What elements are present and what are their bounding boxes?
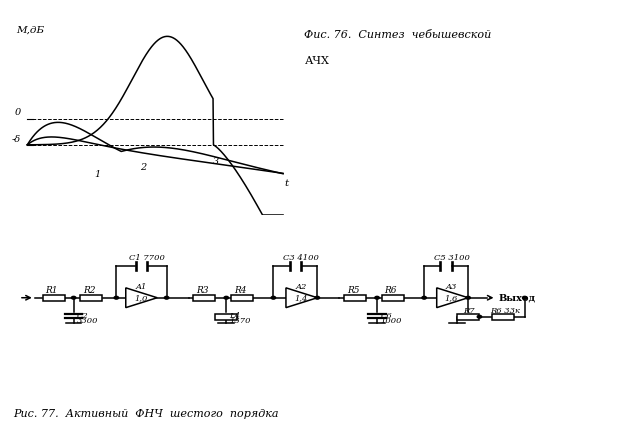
Polygon shape bbox=[126, 288, 157, 307]
Bar bbox=[457, 313, 479, 320]
Text: 0: 0 bbox=[14, 108, 21, 117]
Polygon shape bbox=[437, 288, 468, 307]
Circle shape bbox=[522, 296, 527, 299]
Text: C6: C6 bbox=[380, 311, 392, 319]
Circle shape bbox=[164, 296, 169, 299]
Text: 3300: 3300 bbox=[77, 317, 98, 326]
Bar bbox=[215, 313, 237, 320]
Text: R4: R4 bbox=[234, 286, 246, 295]
Text: C5 3100: C5 3100 bbox=[433, 254, 469, 262]
Circle shape bbox=[271, 296, 276, 299]
Text: Рис. 77.  Активный  ФНЧ  шестого  порядка: Рис. 77. Активный ФНЧ шестого порядка bbox=[13, 409, 278, 419]
Text: 3: 3 bbox=[213, 157, 219, 166]
Text: L4: L4 bbox=[229, 311, 240, 319]
Text: A2: A2 bbox=[296, 283, 307, 291]
Text: A3: A3 bbox=[446, 283, 458, 291]
Text: R1: R1 bbox=[46, 286, 58, 295]
Circle shape bbox=[71, 296, 76, 299]
Text: 1370: 1370 bbox=[229, 316, 251, 325]
Text: 1000: 1000 bbox=[380, 316, 402, 325]
Bar bbox=[344, 295, 366, 301]
Text: Выход: Выход bbox=[498, 293, 535, 302]
Bar bbox=[382, 295, 404, 301]
Text: t: t bbox=[285, 178, 288, 187]
Bar bbox=[80, 295, 102, 301]
Text: 1,4: 1,4 bbox=[294, 294, 308, 302]
Text: Фис. 76.  Синтез  чебышевской: Фис. 76. Синтез чебышевской bbox=[304, 30, 492, 40]
Text: R6 33к: R6 33к bbox=[490, 307, 520, 315]
Text: R7: R7 bbox=[463, 307, 475, 315]
Text: М,дБ: М,дБ bbox=[17, 26, 45, 35]
Text: R5: R5 bbox=[347, 286, 360, 295]
Text: C2: C2 bbox=[77, 312, 88, 320]
Text: 1,0: 1,0 bbox=[134, 294, 147, 302]
Text: A1: A1 bbox=[135, 283, 147, 291]
Text: R3: R3 bbox=[196, 286, 208, 295]
Text: R2: R2 bbox=[83, 286, 96, 295]
Text: 2: 2 bbox=[140, 163, 147, 172]
Circle shape bbox=[466, 296, 470, 299]
Text: -δ: -δ bbox=[12, 135, 21, 144]
Circle shape bbox=[478, 315, 481, 318]
Text: R6: R6 bbox=[385, 286, 397, 295]
Text: 1: 1 bbox=[95, 170, 101, 179]
Text: АЧХ: АЧХ bbox=[304, 56, 329, 66]
Circle shape bbox=[375, 296, 379, 299]
Text: 1,6: 1,6 bbox=[445, 294, 458, 302]
Bar bbox=[194, 295, 215, 301]
Text: C1 7700: C1 7700 bbox=[129, 254, 165, 262]
Circle shape bbox=[422, 296, 426, 299]
Circle shape bbox=[315, 296, 320, 299]
Circle shape bbox=[114, 296, 119, 299]
Bar bbox=[42, 295, 65, 301]
Bar bbox=[492, 313, 513, 320]
Text: C3 4100: C3 4100 bbox=[283, 254, 319, 262]
Bar bbox=[231, 295, 253, 301]
Polygon shape bbox=[286, 288, 317, 307]
Circle shape bbox=[224, 296, 228, 299]
